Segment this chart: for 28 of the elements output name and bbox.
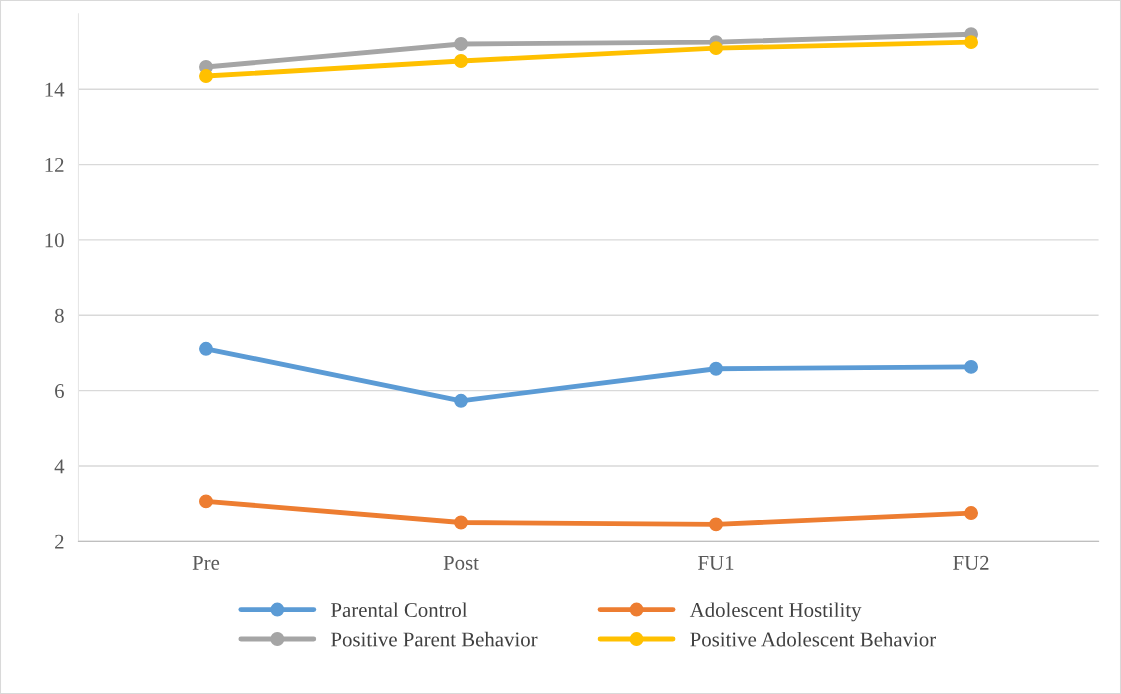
y-tick-label: 10 [45,233,64,248]
x-tick-label: FU2 [953,555,989,570]
point [964,35,979,50]
y-tick-label: 8 [54,308,64,323]
y-tick-label: 12 [45,158,64,172]
legend-label: Positive Adolescent Behavior [690,631,936,647]
x-tick-label: Pre [192,556,220,570]
y-tick-label: 6 [55,384,64,399]
point [964,506,979,521]
y-tick-label: 2 [55,534,64,549]
point [709,361,723,376]
point [454,54,468,68]
point [454,37,468,51]
point [199,341,213,356]
legend-label: Parental Control [331,602,468,618]
x-tick-label: FU1 [698,555,734,570]
point [454,393,468,408]
y-tick-label: 14 [45,82,65,97]
x-tick-label: Post [443,556,479,570]
point [199,69,213,83]
legend-label: Adolescent Hostility [689,602,862,622]
legend-label: Positive Parent Behavior [331,631,538,647]
point [454,515,468,530]
point [199,494,213,509]
point [709,41,723,56]
point [709,517,723,532]
point [964,359,979,374]
y-tick-label: 4 [54,459,65,474]
